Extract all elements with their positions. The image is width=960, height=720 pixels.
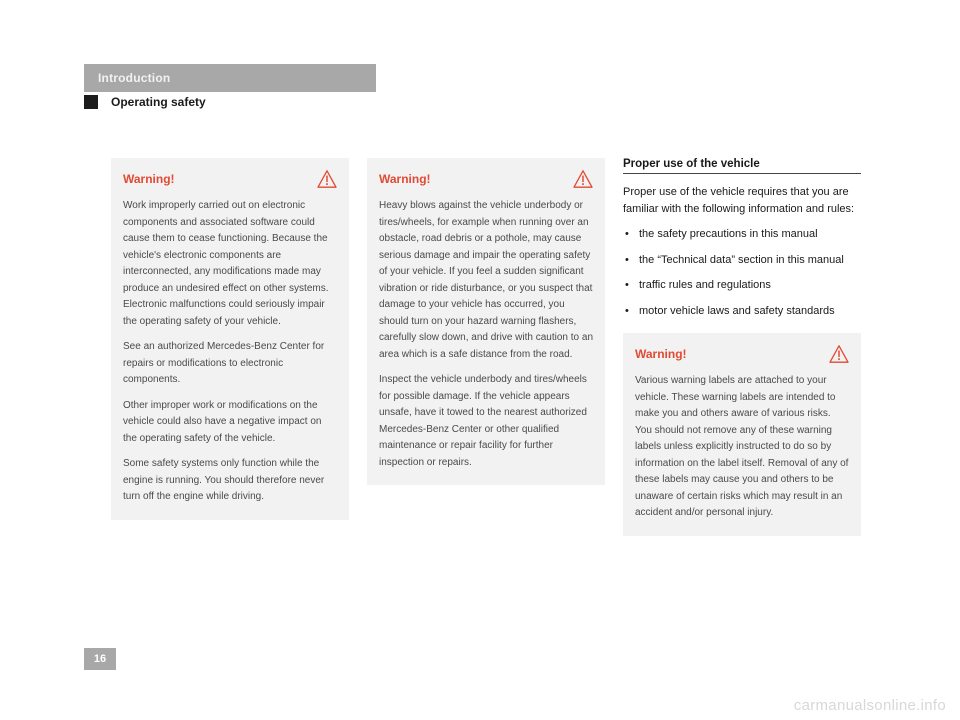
watermark-text: carmanualsonline.info: [794, 697, 946, 714]
chapter-bar: Introduction: [84, 64, 376, 92]
warning-body: Work improperly carried out on electroni…: [123, 198, 337, 506]
page-number-box: 16: [84, 648, 116, 670]
manual-page: Introduction Operating safety Warning! W…: [0, 0, 960, 720]
warning-box: Warning! Work improperly carried out on …: [111, 158, 349, 520]
warning-triangle-icon: [317, 170, 337, 188]
warning-header: Warning!: [379, 170, 593, 188]
warning-paragraph: Various warning labels are attached to y…: [635, 373, 849, 522]
list-item: traffic rules and regulations: [623, 277, 861, 294]
intro-text: Proper use of the vehicle requires that …: [623, 184, 861, 218]
page-number: 16: [94, 653, 106, 665]
warning-title: Warning!: [635, 347, 687, 361]
column-3: Proper use of the vehicle Proper use of …: [623, 158, 861, 548]
section-subtitle: Proper use of the vehicle: [623, 158, 861, 174]
list-item: the “Technical data” section in this man…: [623, 252, 861, 269]
warning-header: Warning!: [123, 170, 337, 188]
content-columns: Warning! Work improperly carried out on …: [111, 158, 863, 548]
warning-triangle-icon: [573, 170, 593, 188]
column-1: Warning! Work improperly carried out on …: [111, 158, 349, 548]
warning-paragraph: Heavy blows against the vehicle underbod…: [379, 198, 593, 363]
warning-triangle-icon: [829, 345, 849, 363]
warning-paragraph: Inspect the vehicle underbody and tires/…: [379, 372, 593, 471]
warning-title: Warning!: [379, 172, 431, 186]
warning-paragraph: Other improper work or modifications on …: [123, 398, 337, 448]
warning-paragraph: Some safety systems only function while …: [123, 456, 337, 506]
warning-title: Warning!: [123, 172, 175, 186]
section-marker: [84, 95, 98, 109]
warning-paragraph: Work improperly carried out on electroni…: [123, 198, 337, 330]
chapter-title: Introduction: [98, 71, 170, 85]
warning-box: Warning! Heavy blows against the vehicle…: [367, 158, 605, 485]
section-title: Operating safety: [111, 95, 206, 109]
column-2: Warning! Heavy blows against the vehicle…: [367, 158, 605, 548]
warning-box: Warning! Various warning labels are atta…: [623, 333, 861, 536]
list-item: the safety precautions in this manual: [623, 226, 861, 243]
list-item: motor vehicle laws and safety standards: [623, 303, 861, 320]
section-heading-row: Operating safety: [84, 95, 206, 109]
warning-body: Various warning labels are attached to y…: [635, 373, 849, 522]
warning-paragraph: See an authorized Mercedes-Benz Center f…: [123, 339, 337, 389]
warning-body: Heavy blows against the vehicle underbod…: [379, 198, 593, 471]
bullet-list: the safety precautions in this manual th…: [623, 226, 861, 319]
warning-header: Warning!: [635, 345, 849, 363]
